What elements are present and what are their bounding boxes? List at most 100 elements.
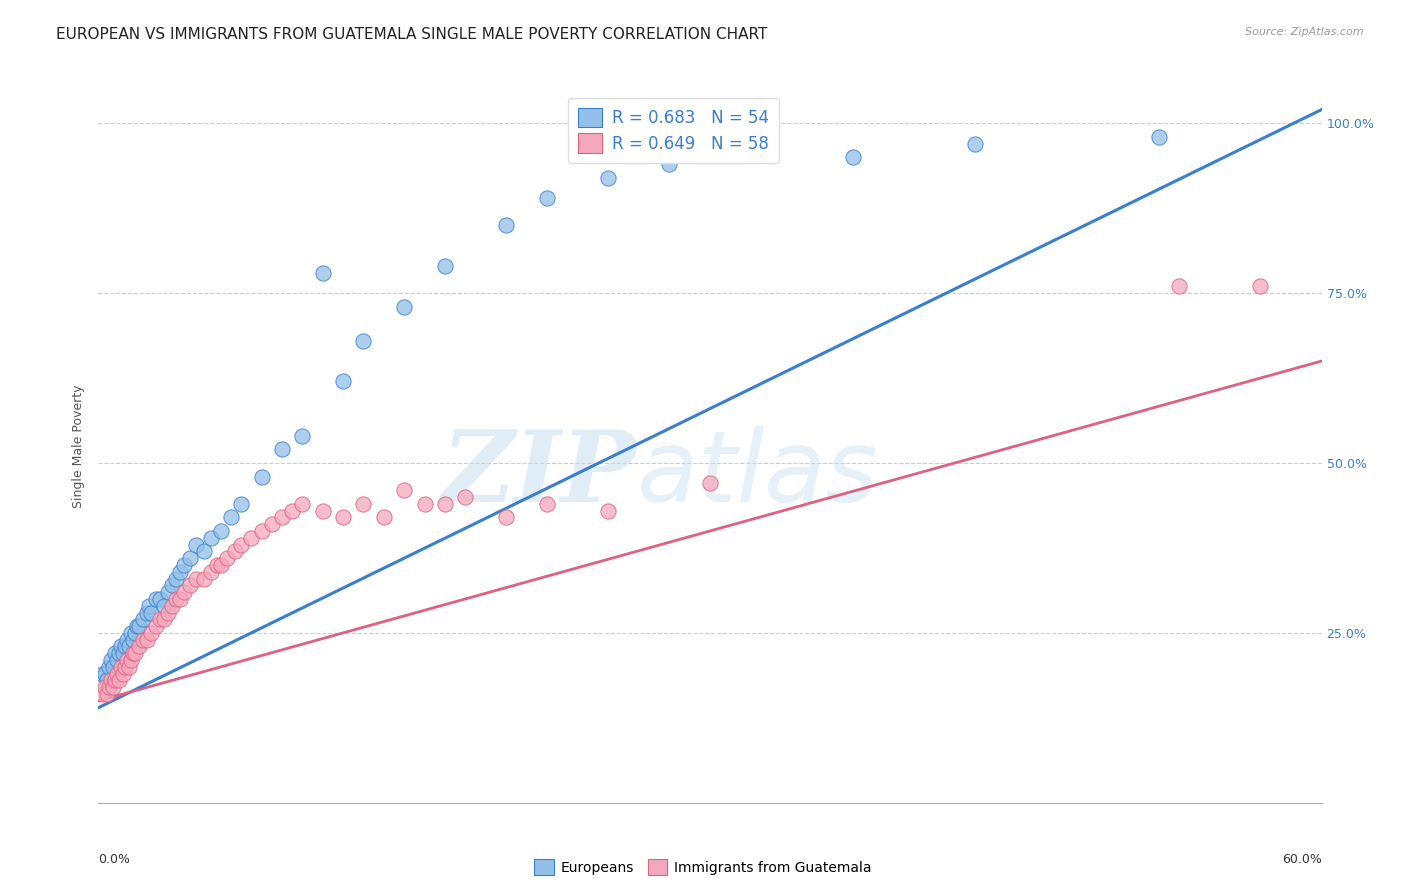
Point <box>658 157 681 171</box>
Point <box>536 497 558 511</box>
Point <box>193 572 215 586</box>
Point <box>152 599 174 613</box>
Point <box>93 666 115 681</box>
Point <box>200 565 222 579</box>
Point <box>740 144 762 158</box>
Point <box>495 218 517 232</box>
Point <box>105 653 128 667</box>
Point <box>160 599 183 613</box>
Point <box>209 558 232 572</box>
Point <box>122 632 145 647</box>
Point <box>127 619 149 633</box>
Point <box>434 259 457 273</box>
Point <box>124 626 146 640</box>
Point <box>149 591 172 606</box>
Point <box>291 497 314 511</box>
Point <box>373 510 395 524</box>
Point <box>841 150 863 164</box>
Point <box>120 626 142 640</box>
Point <box>105 666 128 681</box>
Point <box>169 591 191 606</box>
Point <box>260 517 283 532</box>
Point <box>332 375 354 389</box>
Point <box>193 544 215 558</box>
Point <box>270 442 294 457</box>
Point <box>93 680 115 694</box>
Point <box>118 660 141 674</box>
Point <box>152 612 174 626</box>
Point <box>115 653 138 667</box>
Point <box>205 558 228 572</box>
Point <box>536 191 558 205</box>
Point <box>118 640 141 654</box>
Point <box>1167 279 1189 293</box>
Point <box>173 585 195 599</box>
Point <box>141 626 163 640</box>
Point <box>111 646 134 660</box>
Point <box>165 572 187 586</box>
Point <box>110 640 132 654</box>
Point <box>96 687 118 701</box>
Point <box>250 524 273 538</box>
Point <box>1147 129 1170 144</box>
Point <box>138 599 160 613</box>
Point <box>434 497 457 511</box>
Point <box>179 578 201 592</box>
Point <box>186 572 208 586</box>
Point <box>224 544 246 558</box>
Point <box>96 673 118 688</box>
Point <box>100 653 122 667</box>
Point <box>332 510 354 524</box>
Point <box>110 660 132 674</box>
Point <box>101 660 124 674</box>
Point <box>128 640 150 654</box>
Point <box>91 666 114 681</box>
Point <box>115 632 138 647</box>
Point <box>352 497 374 511</box>
Point <box>97 680 120 694</box>
Point <box>965 136 987 151</box>
Point <box>200 531 222 545</box>
Point <box>141 606 163 620</box>
Point <box>97 660 120 674</box>
Point <box>392 300 416 314</box>
Point <box>128 619 150 633</box>
Point <box>101 680 124 694</box>
Point <box>124 646 146 660</box>
Point <box>156 606 179 620</box>
Point <box>312 266 335 280</box>
Point <box>122 646 145 660</box>
Point <box>136 632 159 647</box>
Point <box>270 510 294 524</box>
Point <box>598 170 620 185</box>
Point <box>108 673 131 688</box>
Point <box>104 673 127 688</box>
Point <box>91 687 114 701</box>
Point <box>352 334 374 348</box>
Point <box>413 497 436 511</box>
Text: 0.0%: 0.0% <box>98 853 131 866</box>
Point <box>250 469 273 483</box>
Legend: R = 0.683   N = 54, R = 0.649   N = 58: R = 0.683 N = 54, R = 0.649 N = 58 <box>568 97 779 162</box>
Point <box>209 524 232 538</box>
Point <box>231 537 253 551</box>
Point <box>114 660 136 674</box>
Point <box>454 490 477 504</box>
Point <box>291 429 314 443</box>
Point <box>165 591 187 606</box>
Point <box>145 619 167 633</box>
Point <box>598 503 620 517</box>
Text: ZIP: ZIP <box>441 426 637 523</box>
Point <box>114 640 136 654</box>
Point <box>231 497 253 511</box>
Point <box>495 510 517 524</box>
Text: atlas: atlas <box>637 426 879 523</box>
Point <box>1249 279 1271 293</box>
Point <box>219 510 242 524</box>
Point <box>149 612 172 626</box>
Point <box>100 673 122 688</box>
Point <box>132 612 155 626</box>
Point <box>120 653 142 667</box>
Point <box>160 578 183 592</box>
Point <box>699 476 721 491</box>
